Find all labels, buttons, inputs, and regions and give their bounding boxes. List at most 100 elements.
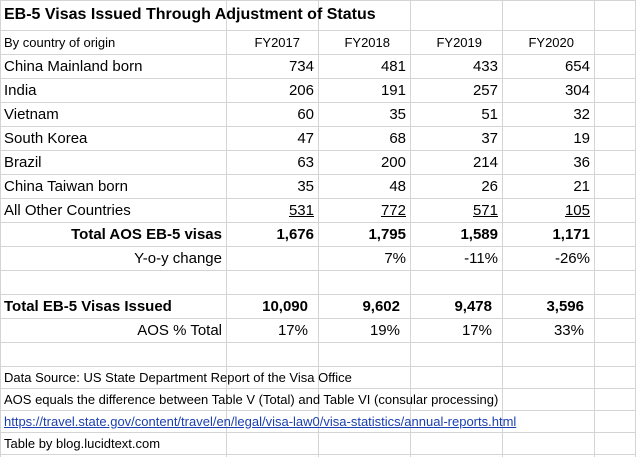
note-row: AOS equals the difference between Table … [0,388,636,410]
grid-line [0,388,636,389]
value-cell: -26% [554,249,590,267]
yoy-row: Y-o-y change 7% -11% -26% [0,246,636,270]
grid-line [318,0,319,457]
value-cell: 1,589 [460,225,498,243]
value-cell: -11% [464,249,498,267]
value-cell: 200 [380,153,406,171]
value-cell: 734 [288,57,314,75]
value-cell: 10,090 [262,297,308,315]
grid-line [0,246,636,247]
value-cell: 191 [380,81,406,99]
value-cell: 571 [472,201,498,219]
value-cell: 304 [564,81,590,99]
grid-line [0,174,636,175]
aos-pct-row: AOS % Total 17% 19% 17% 33% [0,318,636,342]
aos-pct-label: AOS % Total [137,321,222,339]
value-cell: 35 [389,105,406,123]
grid-line [0,0,636,1]
grid-line [0,78,636,79]
table-title: EB-5 Visas Issued Through Adjustment of … [4,6,376,23]
grid-line [0,54,636,55]
value-cell: 206 [288,81,314,99]
grid-line [226,0,227,457]
value-cell: 26 [481,177,498,195]
grid-line [0,102,636,103]
total-eb5-row: Total EB-5 Visas Issued 10,090 9,602 9,4… [0,294,636,318]
note-row: Data Source: US State Department Report … [0,366,636,388]
country-name: Vietnam [4,105,59,123]
value-cell: 19% [369,321,400,339]
value-cell: 105 [564,201,590,219]
value-cell: 68 [389,129,406,147]
note-row: Table by blog.lucidtext.com [0,432,636,454]
grid-line [0,126,636,127]
value-cell: 481 [380,57,406,75]
year-header: FY2017 [254,34,300,50]
table-row: China Mainland born 734 481 433 654 [0,54,636,78]
value-cell: 47 [297,129,314,147]
grid-line [0,318,636,319]
table-row: All Other Countries 531 772 571 105 [0,198,636,222]
value-cell: 772 [380,201,406,219]
value-cell: 63 [297,153,314,171]
value-cell: 214 [472,153,498,171]
value-cell: 3,596 [546,297,584,315]
year-header: FY2018 [344,34,390,50]
table-row: Brazil 63 200 214 36 [0,150,636,174]
value-cell: 433 [472,57,498,75]
table-row: South Korea 47 68 37 19 [0,126,636,150]
value-cell: 9,602 [362,297,400,315]
value-cell: 9,478 [454,297,492,315]
grid-line [0,366,636,367]
title-row: EB-5 Visas Issued Through Adjustment of … [0,0,636,30]
total-aos-label: Total AOS EB-5 visas [71,225,222,243]
yoy-label: Y-o-y change [134,249,222,267]
country-name: India [4,81,37,99]
value-cell: 35 [297,177,314,195]
country-name: China Mainland born [4,57,143,75]
grid-line [0,270,636,271]
value-cell: 37 [481,129,498,147]
credit-note: Table by blog.lucidtext.com [4,435,161,451]
header-label: By country of origin [4,34,116,50]
source-link[interactable]: https://travel.state.gov/content/travel/… [4,413,517,429]
value-cell: 531 [288,201,314,219]
grid-line [0,410,636,411]
value-cell: 17% [461,321,492,339]
data-source-note: Data Source: US State Department Report … [4,369,352,385]
grid-line [0,222,636,223]
grid-line [0,150,636,151]
grid-line [594,0,595,457]
table-row: India 206 191 257 304 [0,78,636,102]
total-aos-row: Total AOS EB-5 visas 1,676 1,795 1,589 1… [0,222,636,246]
country-name: South Korea [4,129,88,147]
value-cell: 257 [472,81,498,99]
value-cell: 654 [564,57,590,75]
grid-line [0,0,1,457]
grid-line [0,432,636,433]
value-cell: 48 [389,177,406,195]
aos-definition-note: AOS equals the difference between Table … [4,391,499,407]
header-row: By country of origin FY2017 FY2018 FY201… [0,30,636,54]
grid-line [0,198,636,199]
year-header: FY2019 [436,34,482,50]
grid-line [0,30,636,31]
value-cell: 32 [573,105,590,123]
table-row: Vietnam 60 35 51 32 [0,102,636,126]
value-cell: 60 [297,105,314,123]
note-row: https://travel.state.gov/content/travel/… [0,410,636,432]
value-cell: 36 [573,153,590,171]
grid-line [0,342,636,343]
grid-line [502,0,503,457]
value-cell: 17% [277,321,308,339]
country-name: China Taiwan born [4,177,128,195]
year-header: FY2020 [528,34,574,50]
value-cell: 33% [553,321,584,339]
value-cell: 1,171 [552,225,590,243]
table-row: China Taiwan born 35 48 26 21 [0,174,636,198]
country-name: Brazil [4,153,42,171]
value-cell: 19 [573,129,590,147]
total-eb5-label: Total EB-5 Visas Issued [4,297,172,315]
grid-line [635,0,636,457]
